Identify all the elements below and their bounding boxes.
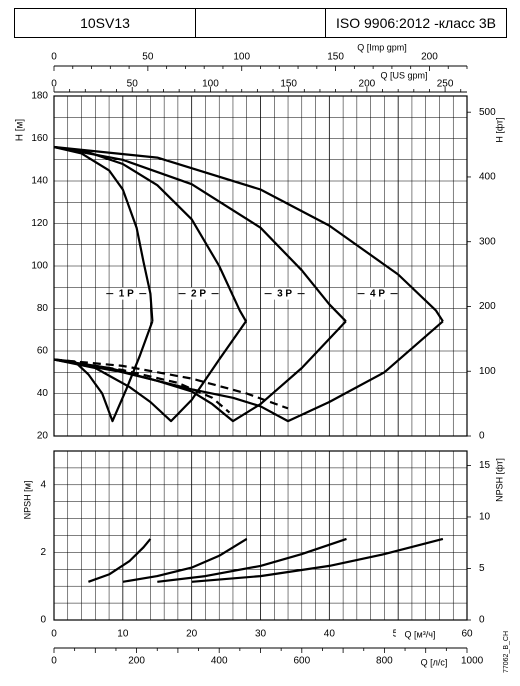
curve-label: 4 P	[370, 288, 385, 299]
head-ylabel-right: H [фт]	[494, 117, 504, 142]
curve-label: 3 P	[277, 288, 292, 299]
npsh-ytick-label: 2	[40, 547, 46, 558]
head-series-5	[53, 320, 247, 423]
head-ytick-right-label: 400	[479, 172, 496, 183]
curve-label: 1 P	[119, 288, 134, 299]
x-axis-label: Q [м³/ч]	[405, 629, 436, 639]
ls-tick-label: 1000	[461, 656, 484, 667]
top-imp-tick-label: 100	[233, 52, 250, 63]
top-us-tick-label: 0	[51, 79, 57, 90]
ls-tick-label: 400	[211, 656, 228, 667]
head-ytick-right-label: 100	[479, 366, 496, 377]
head-ytick-right-label: 0	[479, 431, 485, 442]
head-series-2	[53, 145, 347, 323]
npsh-frame	[53, 450, 468, 621]
top-imp-tick-label: 0	[51, 52, 57, 63]
curve-label: 2 P	[191, 288, 206, 299]
npsh-series-0	[88, 538, 152, 583]
x-tick-label: 10	[117, 629, 129, 640]
x-tick-label: 0	[51, 629, 57, 640]
head-series-0	[53, 145, 154, 322]
head-ytick-label: 80	[37, 303, 49, 314]
standard-label: ISO 9906:2012 -класс 3В	[336, 15, 496, 31]
head-ytick-label: 20	[37, 431, 49, 442]
npsh-ytick-right-label: 15	[479, 460, 491, 471]
model-label: 10SV13	[80, 15, 130, 31]
head-ytick-right-label: 300	[479, 236, 496, 247]
top-imp-tick-label: 150	[327, 52, 344, 63]
npsh-ytick-right-label: 10	[479, 512, 491, 523]
head-series-6	[53, 320, 347, 423]
curve-label-bg	[114, 287, 139, 300]
head-frame	[53, 95, 468, 437]
top-us-tick-label: 50	[127, 79, 139, 90]
ls-tick-label: 200	[128, 656, 145, 667]
head-ytick-label: 40	[37, 388, 49, 399]
ls-axis-label: Q [л/с]	[421, 657, 448, 667]
head-ylabel-left: H [м]	[15, 119, 26, 142]
head-series-3	[53, 145, 444, 322]
head-ytick-label: 140	[31, 176, 48, 187]
ls-tick-label: 0	[51, 656, 57, 667]
x-tick-label: 60	[461, 629, 473, 640]
npsh-ylabel-right: NPSH [фт]	[494, 458, 504, 502]
top-us-tick-label: 200	[359, 79, 376, 90]
head-ytick-label: 120	[31, 218, 48, 229]
x-tick-label: 30	[255, 629, 267, 640]
npsh-series-3	[191, 537, 444, 583]
head-ytick-label: 100	[31, 261, 48, 272]
document-code: 77062_B_CH	[503, 631, 510, 673]
standard-cell: ISO 9906:2012 -класс 3В	[325, 8, 507, 38]
curve-label-bg	[272, 287, 297, 300]
head-ytick-label: 60	[37, 346, 49, 357]
curve-label-bg	[186, 287, 211, 300]
top-imp-tick-label: 200	[421, 52, 438, 63]
npsh-ytick-label: 0	[40, 615, 46, 626]
npsh-series-1	[122, 537, 248, 583]
top-us-tick-label: 250	[437, 79, 454, 90]
head-series-8	[53, 358, 289, 410]
npsh-ytick-right-label: 0	[479, 615, 485, 626]
head-series-7	[53, 320, 444, 423]
top-us-axis-label: Q [US gpm]	[380, 70, 427, 80]
top-imp-axis-label: Q [Imp gpm]	[357, 42, 407, 52]
top-imp-tick-label: 50	[142, 52, 154, 63]
x-tick-label: 20	[186, 629, 198, 640]
npsh-ylabel-left: NPSH [м]	[22, 481, 32, 520]
x-label-bg	[396, 627, 444, 641]
x-tick-label: 40	[324, 629, 336, 640]
top-us-tick-label: 100	[202, 79, 219, 90]
curve-label-bg	[365, 287, 390, 300]
head-ytick-right-label: 200	[479, 301, 496, 312]
ls-tick-label: 600	[293, 656, 310, 667]
head-series-9	[53, 358, 231, 414]
head-ytick-label: 180	[31, 91, 48, 102]
npsh-ytick-label: 4	[40, 479, 46, 490]
ls-label-bg	[414, 656, 454, 669]
ls-tick-label: 800	[376, 656, 393, 667]
head-ytick-right-label: 500	[479, 107, 496, 118]
npsh-ytick-right-label: 5	[479, 563, 485, 574]
top-us-tick-label: 150	[280, 79, 297, 90]
npsh-series-2	[157, 537, 347, 583]
head-ytick-label: 160	[31, 133, 48, 144]
